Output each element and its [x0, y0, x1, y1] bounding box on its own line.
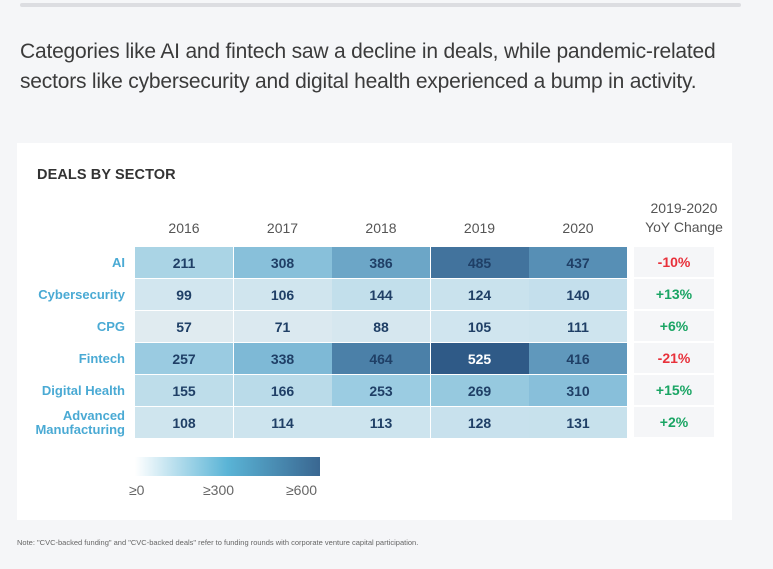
heatmap-cell: 211 [135, 247, 233, 278]
heatmap-cell: 257 [135, 343, 233, 374]
color-scale-legend [135, 457, 320, 476]
row-label-cybersecurity: Cybersecurity [38, 287, 125, 302]
heatmap-cell: 57 [135, 311, 233, 342]
heatmap-cell: 99 [135, 279, 233, 310]
column-header-2018: 2018 [365, 220, 397, 236]
heatmap-cell: 124 [430, 279, 529, 310]
row-label-advanced-manufacturing: Advanced Manufacturing [35, 408, 125, 437]
heatmap-cell: 128 [430, 407, 529, 438]
deals-by-sector-panel: DEALS BY SECTOR 2019-2020 YoY Change ≥0 … [17, 143, 732, 520]
column-header-2017: 2017 [266, 220, 299, 236]
top-divider [20, 3, 741, 7]
heatmap-cell: 114 [233, 407, 332, 438]
yoy-change-cell: -21% [634, 343, 714, 373]
yoy-change-cell: +6% [634, 311, 714, 341]
yoy-header-line-1: 2019-2020 [650, 200, 718, 216]
yoy-change-cell: +2% [634, 407, 714, 437]
row-label-fintech: Fintech [78, 351, 125, 366]
heatmap-cell: 71 [233, 311, 332, 342]
yoy-change-cell: +15% [634, 375, 714, 405]
heatmap-cell: 269 [430, 375, 529, 406]
heatmap-cell: 525 [430, 343, 529, 374]
chart-title: DEALS BY SECTOR [37, 167, 176, 183]
yoy-column-header: 2019-2020 YoY Change [629, 199, 739, 237]
heatmap-cell: 253 [332, 375, 430, 406]
heatmap-cell: 416 [529, 343, 627, 374]
heatmap-cell: 105 [430, 311, 529, 342]
row-label-ai: AI [112, 255, 125, 270]
yoy-header-line-2: YoY Change [645, 219, 723, 235]
heatmap-cell: 111 [529, 311, 627, 342]
heatmap-cell: 338 [233, 343, 332, 374]
heatmap-cell: 464 [332, 343, 430, 374]
heatmap-cell: 308 [233, 247, 332, 278]
heatmap-cell: 155 [135, 375, 233, 406]
heatmap-cell: 106 [233, 279, 332, 310]
heatmap-cell: 437 [529, 247, 627, 278]
headline: Categories like AI and fintech saw a dec… [20, 40, 716, 93]
column-header-2019: 2019 [463, 220, 496, 236]
heatmap-cell: 310 [529, 375, 627, 406]
heatmap-cell: 131 [529, 407, 627, 438]
heatmap-cell: 113 [332, 407, 430, 438]
heatmap-cell: 386 [332, 247, 430, 278]
heatmap-cell: 485 [430, 247, 529, 278]
legend-label-mid: ≥300 [203, 482, 235, 498]
row-label-cpg: CPG [96, 319, 125, 334]
row-label-digital-health: Digital Health [41, 383, 125, 398]
column-header-2020: 2020 [562, 220, 594, 236]
legend-label-min: ≥0 [129, 482, 145, 498]
heatmap-cell: 108 [135, 407, 233, 438]
column-header-2016: 2016 [168, 220, 200, 236]
footnote: Note: "CVC-backed funding" and "CVC-back… [17, 538, 419, 547]
heatmap-cell: 144 [332, 279, 430, 310]
yoy-change-cell: -10% [634, 247, 714, 277]
heatmap-cell: 140 [529, 279, 627, 310]
heatmap-cell: 88 [332, 311, 430, 342]
legend-label-max: ≥600 [286, 482, 318, 498]
heatmap-cell: 166 [233, 375, 332, 406]
yoy-change-cell: +13% [634, 279, 714, 309]
